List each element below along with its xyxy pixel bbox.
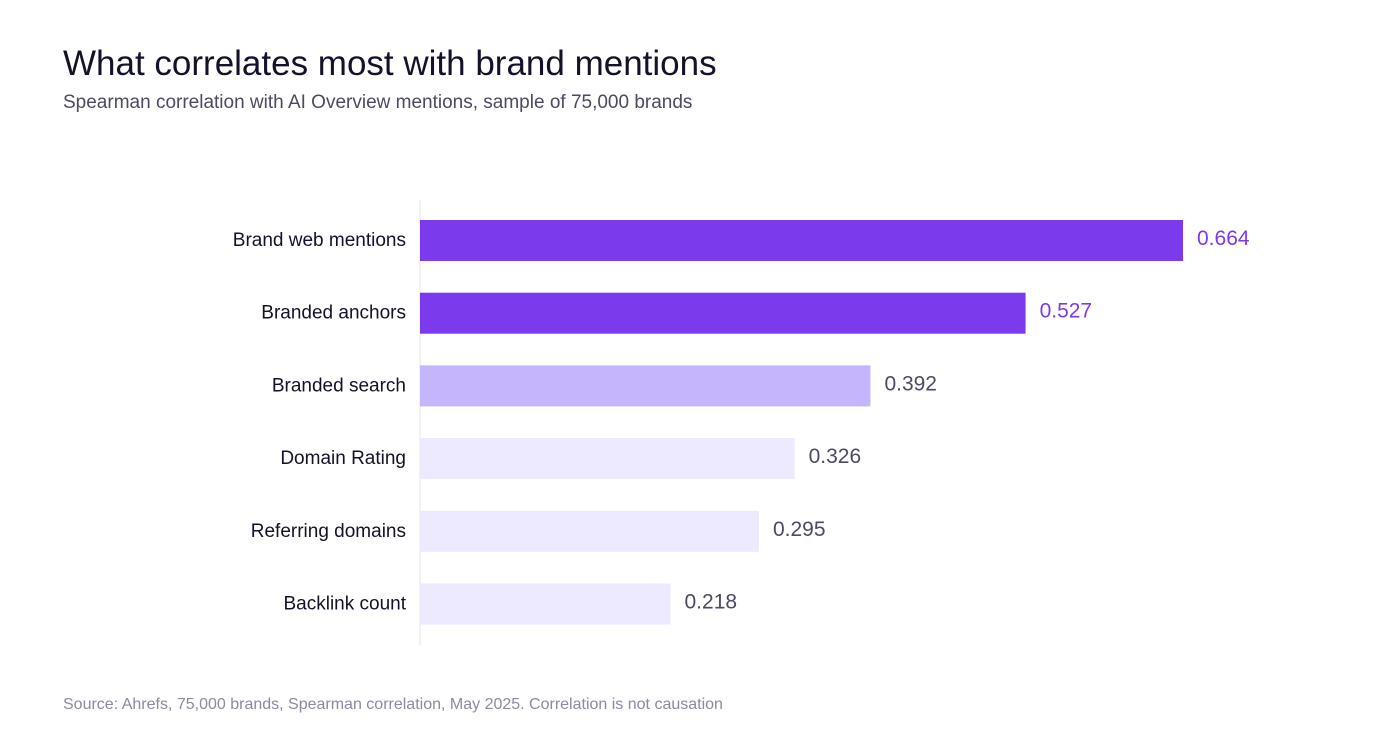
bar: [420, 438, 795, 480]
category-label: Branded anchors: [261, 303, 406, 324]
category-label: Referring domains: [251, 521, 406, 542]
value-label: 0.392: [884, 372, 937, 395]
value-label: 0.664: [1197, 227, 1250, 250]
value-label: 0.527: [1040, 300, 1093, 323]
bar: [420, 510, 759, 552]
value-label: 0.326: [809, 445, 862, 468]
chart-title: What correlates most with brand mentions: [63, 44, 717, 83]
category-label: Backlink count: [283, 594, 406, 615]
value-label: 0.295: [773, 518, 826, 541]
category-label: Domain Rating: [280, 448, 406, 469]
bar: [420, 365, 871, 407]
bar: [420, 292, 1026, 334]
category-label: Branded search: [272, 375, 406, 396]
value-label: 0.218: [685, 591, 738, 614]
source-note: Source: Ahrefs, 75,000 brands, Spearman …: [63, 696, 723, 713]
chart-subtitle: Spearman correlation with AI Overview me…: [63, 92, 693, 113]
category-label: Brand web mentions: [233, 230, 406, 251]
bar: [420, 220, 1183, 261]
bar: [420, 583, 671, 625]
